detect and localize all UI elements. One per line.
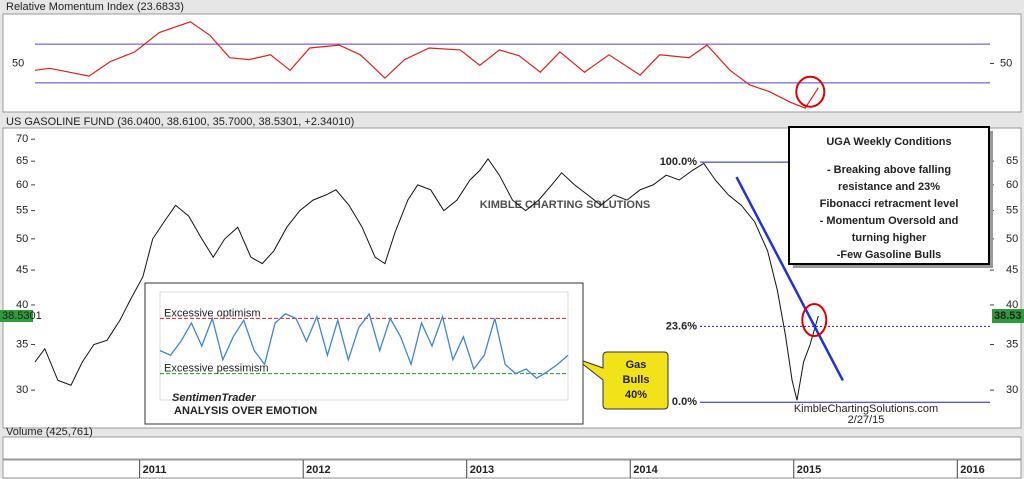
volume-panel xyxy=(2,436,1022,460)
volume-title: Volume (425,761) xyxy=(6,426,93,438)
callout-text: Bulls xyxy=(623,374,650,386)
box-line: resistance and 23% xyxy=(838,181,940,193)
last-price-box xyxy=(0,310,33,323)
band-label: Excessive pessimism xyxy=(164,363,269,375)
source: KimbleChartingSolutions.com xyxy=(794,403,938,415)
y-tick-label: 40 xyxy=(16,299,28,311)
y2-tick-label: 65 xyxy=(1006,155,1018,167)
fib-label: 0.0% xyxy=(672,396,697,408)
y2-tick-label: 35 xyxy=(1006,338,1018,350)
y-tick-label: 60 xyxy=(16,179,28,191)
box-line: - Breaking above falling xyxy=(827,164,951,176)
last-price-label: 38.53 xyxy=(994,310,1022,322)
y-tick-label: 50 xyxy=(16,233,28,245)
highlight-circle xyxy=(801,303,828,338)
fib-label: 100.0% xyxy=(660,156,698,168)
rmi-panel xyxy=(2,13,1022,113)
y2-tick-label: 50 xyxy=(1000,57,1012,69)
x-tick-label: 2014 xyxy=(633,464,658,476)
watermark: KIMBLE CHARTING SOLUTIONS xyxy=(480,199,651,211)
inset-tagline: ANALYSIS OVER EMOTION xyxy=(174,405,317,417)
sentiment-line xyxy=(159,312,569,380)
callout-text: 40% xyxy=(625,389,647,401)
x-tick-label: 2015 xyxy=(797,464,821,476)
trendline xyxy=(735,176,844,382)
inset-logo: SentimenTrader xyxy=(172,392,256,404)
y2-tick-label: 50 xyxy=(1006,233,1018,245)
x-tick-label: 2016 xyxy=(960,464,984,476)
info-box xyxy=(788,126,990,265)
box-line: - Momentum Oversold and xyxy=(820,215,959,227)
x-tick-label: 2011 xyxy=(143,464,167,476)
y2-tick-label: 30 xyxy=(1006,384,1018,396)
date: 2/27/15 xyxy=(848,414,885,426)
x-tick-label: 2012 xyxy=(306,464,330,476)
highlight-circle xyxy=(795,75,826,108)
y-tick-label: 45 xyxy=(16,264,28,276)
y-tick-label: 50 xyxy=(12,57,24,69)
box-title: UGA Weekly Conditions xyxy=(826,136,951,148)
rmi-line xyxy=(34,21,819,109)
x-tick-label: 2013 xyxy=(470,464,494,476)
y2-tick-label: 60 xyxy=(1006,179,1018,191)
y-tick-label: 70 xyxy=(16,133,28,145)
band-label: Excessive optimism xyxy=(164,307,261,319)
time-axis xyxy=(2,459,1022,479)
y-tick-label: 35 xyxy=(16,338,28,350)
price-line xyxy=(34,158,819,401)
box-line: turning higher xyxy=(852,232,927,244)
last-price-label: 38.5301 xyxy=(2,310,42,322)
callout-shape xyxy=(574,351,669,410)
y-tick-label: 55 xyxy=(16,205,28,217)
price-title: US GASOLINE FUND (36.0400, 38.6100, 35.7… xyxy=(6,116,354,128)
box-line: -Few Gasoline Bulls xyxy=(837,249,942,261)
y-tick-label: 30 xyxy=(16,384,28,396)
last-price-box xyxy=(992,309,1024,324)
rmi-title: Relative Momentum Index (23.6833) xyxy=(6,1,184,13)
fib-label: 23.6% xyxy=(666,320,697,332)
box-line: Fibonacci retracment level xyxy=(820,198,959,210)
y-tick-label: 65 xyxy=(16,155,28,167)
callout-text: Gas xyxy=(626,359,647,371)
y2-tick-label: 40 xyxy=(1006,299,1018,311)
y2-tick-label: 55 xyxy=(1006,205,1018,217)
y2-tick-label: 45 xyxy=(1006,264,1018,276)
inset-plot xyxy=(159,291,569,401)
